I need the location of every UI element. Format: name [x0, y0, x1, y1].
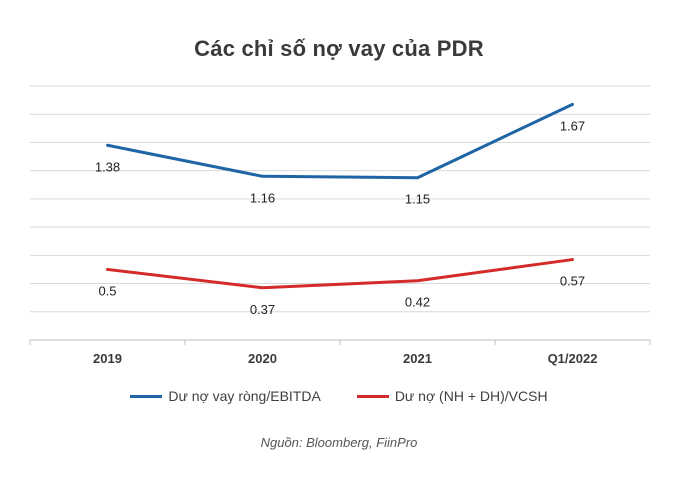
x-tick-label: 2020	[248, 351, 277, 366]
data-label: 1.67	[560, 118, 585, 133]
legend: Dư nợ vay ròng/EBITDA Dư nợ (NH + DH)/VC…	[0, 388, 678, 404]
legend-label-series-2: Dư nợ (NH + DH)/VCSH	[394, 388, 548, 404]
legend-swatch-series-2	[356, 394, 389, 398]
series-line-1	[106, 102, 574, 180]
data-label: 0.42	[405, 295, 430, 310]
gridlines	[30, 85, 650, 341]
legend-label-series-1: Dư nợ vay ròng/EBITDA	[168, 388, 321, 404]
legend-item-series-1: Dư nợ vay ròng/EBITDA	[130, 388, 321, 404]
x-tick-label: Q1/2022	[548, 351, 598, 366]
x-tick-labels: 2019 2020 2021 Q1/2022	[93, 351, 597, 366]
data-label: 1.16	[250, 190, 275, 205]
chart-title: Các chỉ số nợ vay của PDR	[194, 36, 484, 61]
data-label: 1.38	[95, 159, 120, 174]
x-axis	[29, 339, 651, 345]
data-label: 0.37	[250, 302, 275, 317]
legend-swatch-series-1	[130, 394, 163, 398]
data-label: 1.15	[405, 192, 430, 207]
series-lines	[106, 102, 574, 290]
x-tick-label: 2019	[93, 351, 122, 366]
data-label: 0.5	[98, 283, 116, 298]
x-tick-label: 2021	[403, 351, 432, 366]
series-line-2	[106, 258, 574, 290]
source-note: Nguồn: Bloomberg, FiinPro	[260, 435, 418, 450]
data-label: 0.57	[560, 274, 585, 289]
data-labels: 1.38 1.16 1.15 1.67 0.5 0.37 0.42 0.57	[95, 118, 585, 316]
legend-item-series-2: Dư nợ (NH + DH)/VCSH	[356, 388, 548, 404]
